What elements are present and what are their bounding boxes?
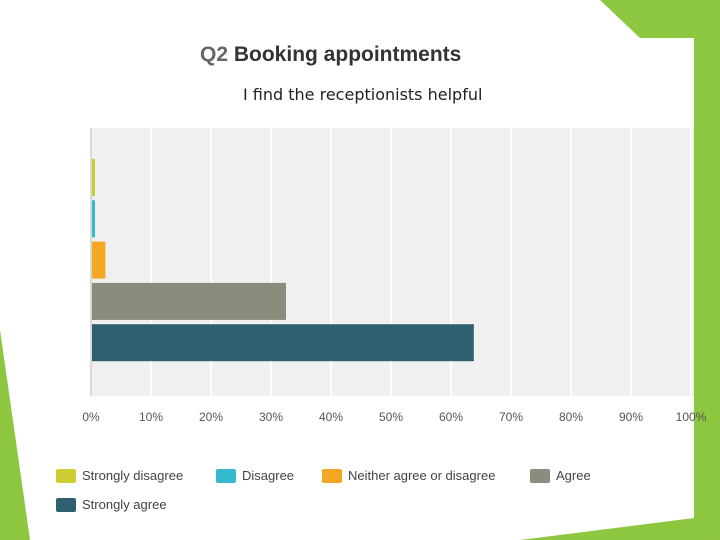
green-corner-bottom-left (0, 330, 30, 540)
legend-label: Disagree (242, 468, 295, 483)
legend-item: Neither agree or disagree (322, 468, 495, 483)
x-tick-label: 70% (499, 410, 523, 424)
x-tick-label: 80% (559, 410, 583, 424)
legend-item: Strongly agree (56, 497, 167, 512)
legend-swatch (530, 468, 550, 483)
x-tick-label: 30% (259, 410, 283, 424)
x-tick-label: 10% (139, 410, 163, 424)
bar-strongly-disagree (92, 159, 95, 196)
x-tick-label: 60% (439, 410, 463, 424)
chart-subtitle: I find the receptionists helpful (243, 85, 483, 104)
x-tick-labels: 0% 10% 20% 30% 40% 50% 60% 70% 80% 90% 100% (82, 410, 706, 424)
question-title: Booking appointments (233, 43, 462, 66)
legend-swatch (56, 468, 76, 483)
x-tick-label: 40% (319, 410, 343, 424)
legend-item: Disagree (216, 468, 294, 483)
x-tick-label: 50% (379, 410, 403, 424)
green-strip-right (694, 0, 720, 540)
legend-swatch (216, 468, 236, 483)
x-tick-label: 100% (676, 410, 707, 424)
bar-agree (92, 282, 286, 320)
green-corner-bottom-right (520, 518, 720, 540)
chart-title: Q2 Booking appointments (200, 43, 461, 67)
legend-label: Strongly agree (82, 497, 167, 512)
legend-swatch (56, 497, 76, 512)
bar-strongly-agree (92, 324, 474, 362)
x-tick-label: 90% (619, 410, 643, 424)
bar-neither-agree-or-disagree (92, 241, 106, 279)
legend-item: Agree (530, 468, 591, 483)
green-stripe-top-right (600, 0, 720, 40)
bar-disagree (92, 200, 95, 238)
x-tick-label: 20% (199, 410, 223, 424)
legend-item: Strongly disagree (56, 468, 183, 483)
legend-label: Agree (556, 468, 591, 483)
question-number: Q2 (200, 43, 229, 66)
x-tick-label: 0% (82, 410, 100, 424)
legend-label: Neither agree or disagree (348, 468, 496, 483)
legend-swatch (322, 468, 342, 483)
bars (92, 159, 474, 362)
legend-label: Strongly disagree (82, 468, 184, 483)
